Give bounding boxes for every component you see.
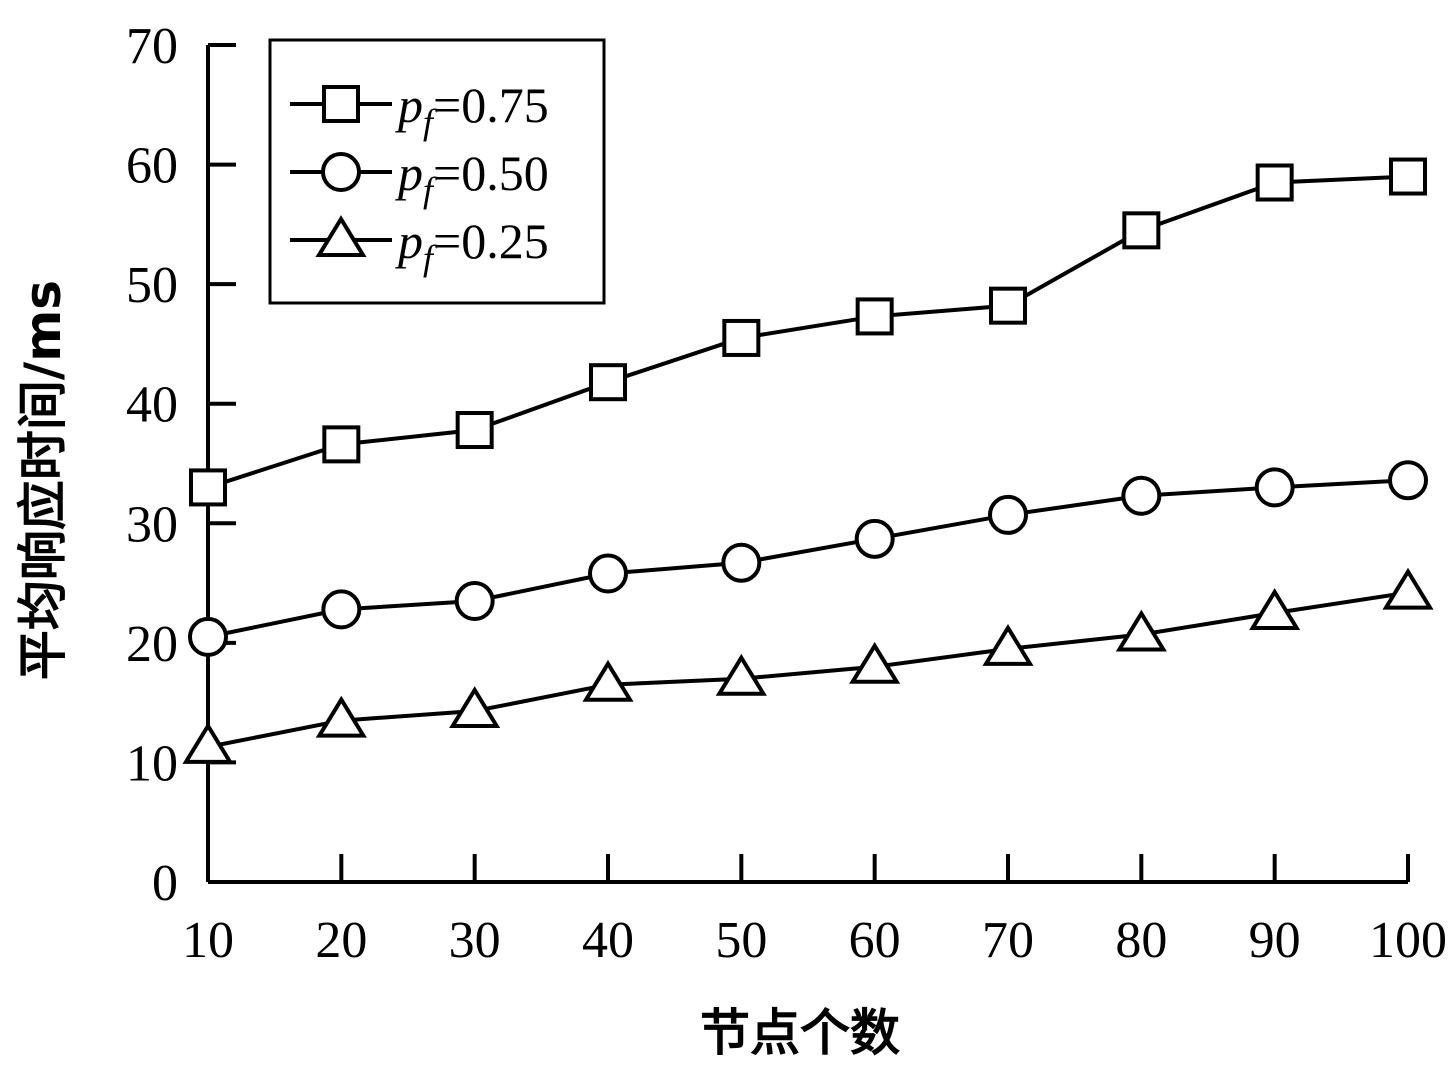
data-point-circle <box>1254 467 1295 508</box>
legend-symbol: p <box>395 145 423 201</box>
legend-marker-triangle <box>315 215 367 257</box>
data-point-triangle <box>582 659 634 702</box>
data-point-square <box>855 297 894 336</box>
data-point-triangle <box>182 722 234 764</box>
y-axis-title: 平均响应时间/ms <box>14 280 72 680</box>
x-tick-label: 40 <box>582 912 634 969</box>
y-tick-label: 70 <box>126 18 178 75</box>
x-tick-label: 30 <box>449 912 501 969</box>
y-tick-label: 30 <box>126 496 178 553</box>
y-tick-label: 20 <box>126 616 178 673</box>
legend-marker-circle <box>321 152 361 192</box>
data-point-triangle <box>1382 567 1434 610</box>
data-point-triangle <box>449 686 501 729</box>
data-point-circle <box>188 616 228 657</box>
data-point-circle <box>721 542 762 583</box>
series-square <box>189 157 1427 507</box>
data-point-square <box>189 468 227 507</box>
legend-value: =0.50 <box>433 145 549 201</box>
data-point-square <box>589 363 627 402</box>
series-triangle <box>182 567 1434 764</box>
legend-value: =0.25 <box>433 213 549 269</box>
data-point-circle <box>1121 475 1162 516</box>
legend-value: =0.75 <box>433 77 549 133</box>
legend-label: pf=0.75 <box>395 77 549 142</box>
data-point-circle <box>588 553 628 594</box>
legend-label: pf=0.50 <box>395 145 549 210</box>
data-point-triangle <box>315 695 367 738</box>
data-point-circle <box>321 589 362 630</box>
legend-item: pf=0.50 <box>290 145 549 210</box>
data-point-triangle <box>1115 609 1167 652</box>
legend-marker-square <box>322 85 360 123</box>
data-point-square <box>1255 163 1294 202</box>
data-point-circle <box>988 494 1028 535</box>
legend-item: pf=0.25 <box>290 213 549 278</box>
x-tick-label: 60 <box>849 912 901 969</box>
x-tick-label: 10 <box>182 912 234 969</box>
data-point-circle <box>454 581 495 622</box>
series-line <box>207 174 1409 490</box>
data-point-square <box>455 411 494 450</box>
x-tick-label: 100 <box>1369 912 1447 969</box>
x-tick-label: 50 <box>715 912 767 969</box>
data-point-square <box>1389 157 1427 196</box>
data-point-triangle <box>1249 588 1301 630</box>
data-point-triangle <box>982 624 1034 666</box>
legend-label: pf=0.25 <box>395 213 549 278</box>
data-point-square <box>722 318 761 357</box>
series-layer <box>182 157 1434 764</box>
series-circle <box>188 460 1428 657</box>
y-tick-label: 50 <box>126 257 178 314</box>
y-tick-label: 0 <box>152 855 178 912</box>
series-line <box>207 478 1409 639</box>
data-point-circle <box>1388 460 1428 501</box>
data-point-square <box>322 425 361 464</box>
x-tick-label: 90 <box>1249 912 1301 969</box>
legend-item: pf=0.75 <box>290 77 549 142</box>
y-tick-label: 60 <box>126 138 178 195</box>
legend-symbol: p <box>395 77 423 133</box>
data-point-circle <box>854 518 895 559</box>
x-axis-title: 节点个数 <box>700 1004 900 1062</box>
data-point-triangle <box>715 653 767 696</box>
series-line <box>207 590 1409 749</box>
x-tick-label: 70 <box>982 912 1034 969</box>
y-tick-label: 40 <box>126 377 178 434</box>
legend-symbol: p <box>395 213 423 269</box>
y-tick-label: 10 <box>126 735 178 792</box>
x-tick-label: 20 <box>315 912 367 969</box>
x-tick-label: 80 <box>1115 912 1167 969</box>
data-point-square <box>989 286 1027 325</box>
data-point-triangle <box>849 641 901 684</box>
data-point-square <box>1122 211 1161 250</box>
